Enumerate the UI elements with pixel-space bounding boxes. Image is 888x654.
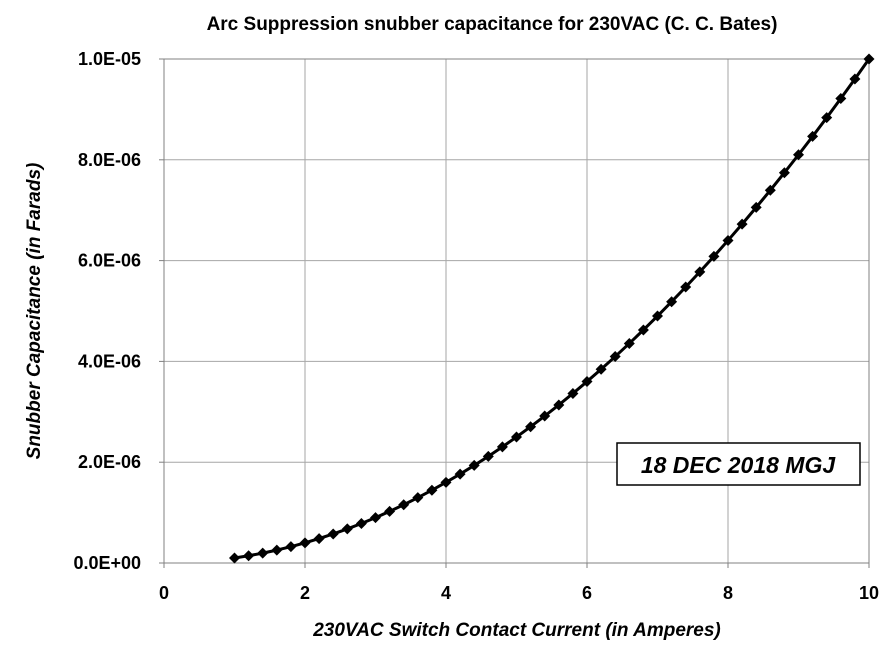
annotation-box: 18 DEC 2018 MGJ <box>616 442 861 486</box>
data-point-marker <box>793 149 804 161</box>
data-point-marker <box>370 512 381 524</box>
data-point-marker <box>581 376 593 388</box>
data-point-marker <box>539 410 551 422</box>
chart-title: Arc Suppression snubber capacitance for … <box>207 14 778 35</box>
data-point-marker <box>496 441 508 453</box>
y-tick-label: 4.0E-06 <box>78 351 141 371</box>
data-point-marker <box>609 351 621 363</box>
data-point-marker <box>849 73 861 85</box>
data-point-marker <box>680 281 692 293</box>
data-point-marker <box>553 399 565 411</box>
data-point-marker <box>440 476 452 488</box>
data-point-marker <box>454 468 466 480</box>
data-point-marker <box>595 363 607 375</box>
x-axis-ticks: 0 2 4 6 8 10 <box>159 563 879 603</box>
data-point-marker <box>299 537 311 549</box>
data-point-marker <box>426 484 438 496</box>
plot-border <box>163 58 870 564</box>
data-point-marker <box>243 550 255 562</box>
x-tick-label: 2 <box>300 583 310 603</box>
data-point-marker <box>652 310 663 322</box>
data-point-marker <box>271 544 283 556</box>
y-tick-label: 2.0E-06 <box>78 452 141 472</box>
y-axis-ticks: 0.0E+00 2.0E-06 4.0E-06 6.0E-06 8.0E-06 1.0E-… <box>73 49 164 573</box>
data-point-marker <box>736 218 748 230</box>
data-point-marker <box>285 541 297 553</box>
x-tick-label: 8 <box>723 583 733 603</box>
data-point-marker <box>341 523 353 535</box>
data-point-marker <box>708 250 720 262</box>
y-tick-label: 1.0E-05 <box>78 49 141 69</box>
x-tick-label: 10 <box>859 583 879 603</box>
annotation-text: 18 DEC 2018 MGJ <box>641 452 837 478</box>
data-point-marker <box>355 517 367 529</box>
series-layer <box>229 53 875 564</box>
data-point-marker <box>863 53 875 65</box>
data-point-marker <box>398 499 410 511</box>
data-point-marker <box>257 547 269 559</box>
y-tick-label: 8.0E-06 <box>78 150 141 170</box>
data-point-marker <box>313 533 325 545</box>
x-axis-title: 230VAC Switch Contact Current (in Ampere… <box>312 620 721 641</box>
data-point-marker <box>468 459 480 471</box>
data-point-marker <box>482 450 494 462</box>
x-tick-label: 6 <box>582 583 592 603</box>
data-point-marker <box>384 505 396 517</box>
data-point-marker <box>722 234 734 246</box>
x-tick-label: 4 <box>441 583 451 603</box>
y-tick-label: 6.0E-06 <box>78 251 141 271</box>
data-point-marker <box>666 296 678 308</box>
x-tick-label: 0 <box>159 583 169 603</box>
data-point-marker <box>778 167 790 179</box>
data-point-marker <box>807 130 819 142</box>
data-point-marker <box>637 324 649 336</box>
data-point-marker <box>412 492 424 504</box>
data-point-marker <box>229 552 240 564</box>
series-line <box>234 58 871 560</box>
data-point-marker <box>511 431 522 443</box>
annotation-frame <box>616 442 861 486</box>
plot-area <box>164 59 869 563</box>
data-point-marker <box>750 201 762 213</box>
data-point-marker <box>821 112 833 124</box>
data-point-marker <box>694 266 706 278</box>
data-point-marker <box>327 528 339 540</box>
data-point-marker <box>623 337 635 349</box>
data-point-marker <box>835 93 847 105</box>
y-axis-title: Snubber Capacitance (in Farads) <box>24 163 45 460</box>
data-point-marker <box>525 421 537 433</box>
data-point-marker <box>764 184 776 196</box>
grid-lines <box>164 59 869 563</box>
y-tick-label: 0.0E+00 <box>73 553 141 573</box>
data-point-marker <box>567 387 579 399</box>
